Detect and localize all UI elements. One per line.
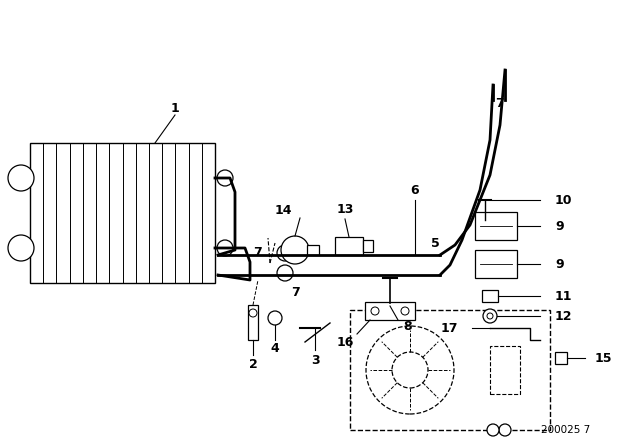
- Circle shape: [499, 424, 511, 436]
- Circle shape: [371, 307, 379, 315]
- Bar: [335, 237, 363, 255]
- Bar: [248, 305, 258, 340]
- Circle shape: [277, 265, 293, 281]
- Circle shape: [249, 309, 257, 317]
- Text: 7: 7: [291, 287, 300, 300]
- Text: 8: 8: [404, 319, 412, 332]
- Bar: [363, 240, 373, 252]
- Text: 16: 16: [336, 336, 354, 349]
- Text: 12: 12: [555, 310, 573, 323]
- Bar: [482, 290, 498, 302]
- Circle shape: [217, 240, 233, 256]
- Text: 9: 9: [555, 220, 564, 233]
- Circle shape: [281, 236, 309, 264]
- Bar: [365, 302, 415, 320]
- Bar: [30, 143, 215, 283]
- Circle shape: [8, 235, 34, 261]
- Text: 3: 3: [310, 353, 319, 366]
- Text: 2: 2: [248, 358, 257, 370]
- Text: 5: 5: [431, 237, 440, 250]
- Text: 13: 13: [336, 202, 354, 215]
- Circle shape: [217, 170, 233, 186]
- Circle shape: [366, 326, 454, 414]
- Circle shape: [277, 245, 293, 261]
- Text: 200025 7: 200025 7: [541, 425, 590, 435]
- Circle shape: [8, 165, 34, 191]
- Bar: [307, 245, 319, 255]
- Bar: [555, 352, 567, 364]
- Text: 14: 14: [275, 203, 292, 216]
- Circle shape: [483, 309, 497, 323]
- Text: 4: 4: [271, 343, 280, 356]
- Text: 1: 1: [171, 102, 179, 115]
- Circle shape: [487, 424, 499, 436]
- Text: 6: 6: [411, 184, 419, 197]
- Text: 7: 7: [253, 246, 262, 259]
- Text: 7: 7: [495, 96, 504, 109]
- Circle shape: [268, 311, 282, 325]
- Bar: [475, 250, 517, 278]
- Circle shape: [392, 352, 428, 388]
- Text: 15: 15: [595, 352, 612, 365]
- Text: 9: 9: [555, 258, 564, 271]
- Bar: [490, 346, 520, 394]
- Text: 10: 10: [555, 194, 573, 207]
- Bar: [350, 310, 550, 430]
- Bar: [475, 212, 517, 240]
- Circle shape: [487, 313, 493, 319]
- Circle shape: [401, 307, 409, 315]
- Text: 11: 11: [555, 289, 573, 302]
- Text: 17: 17: [440, 322, 458, 335]
